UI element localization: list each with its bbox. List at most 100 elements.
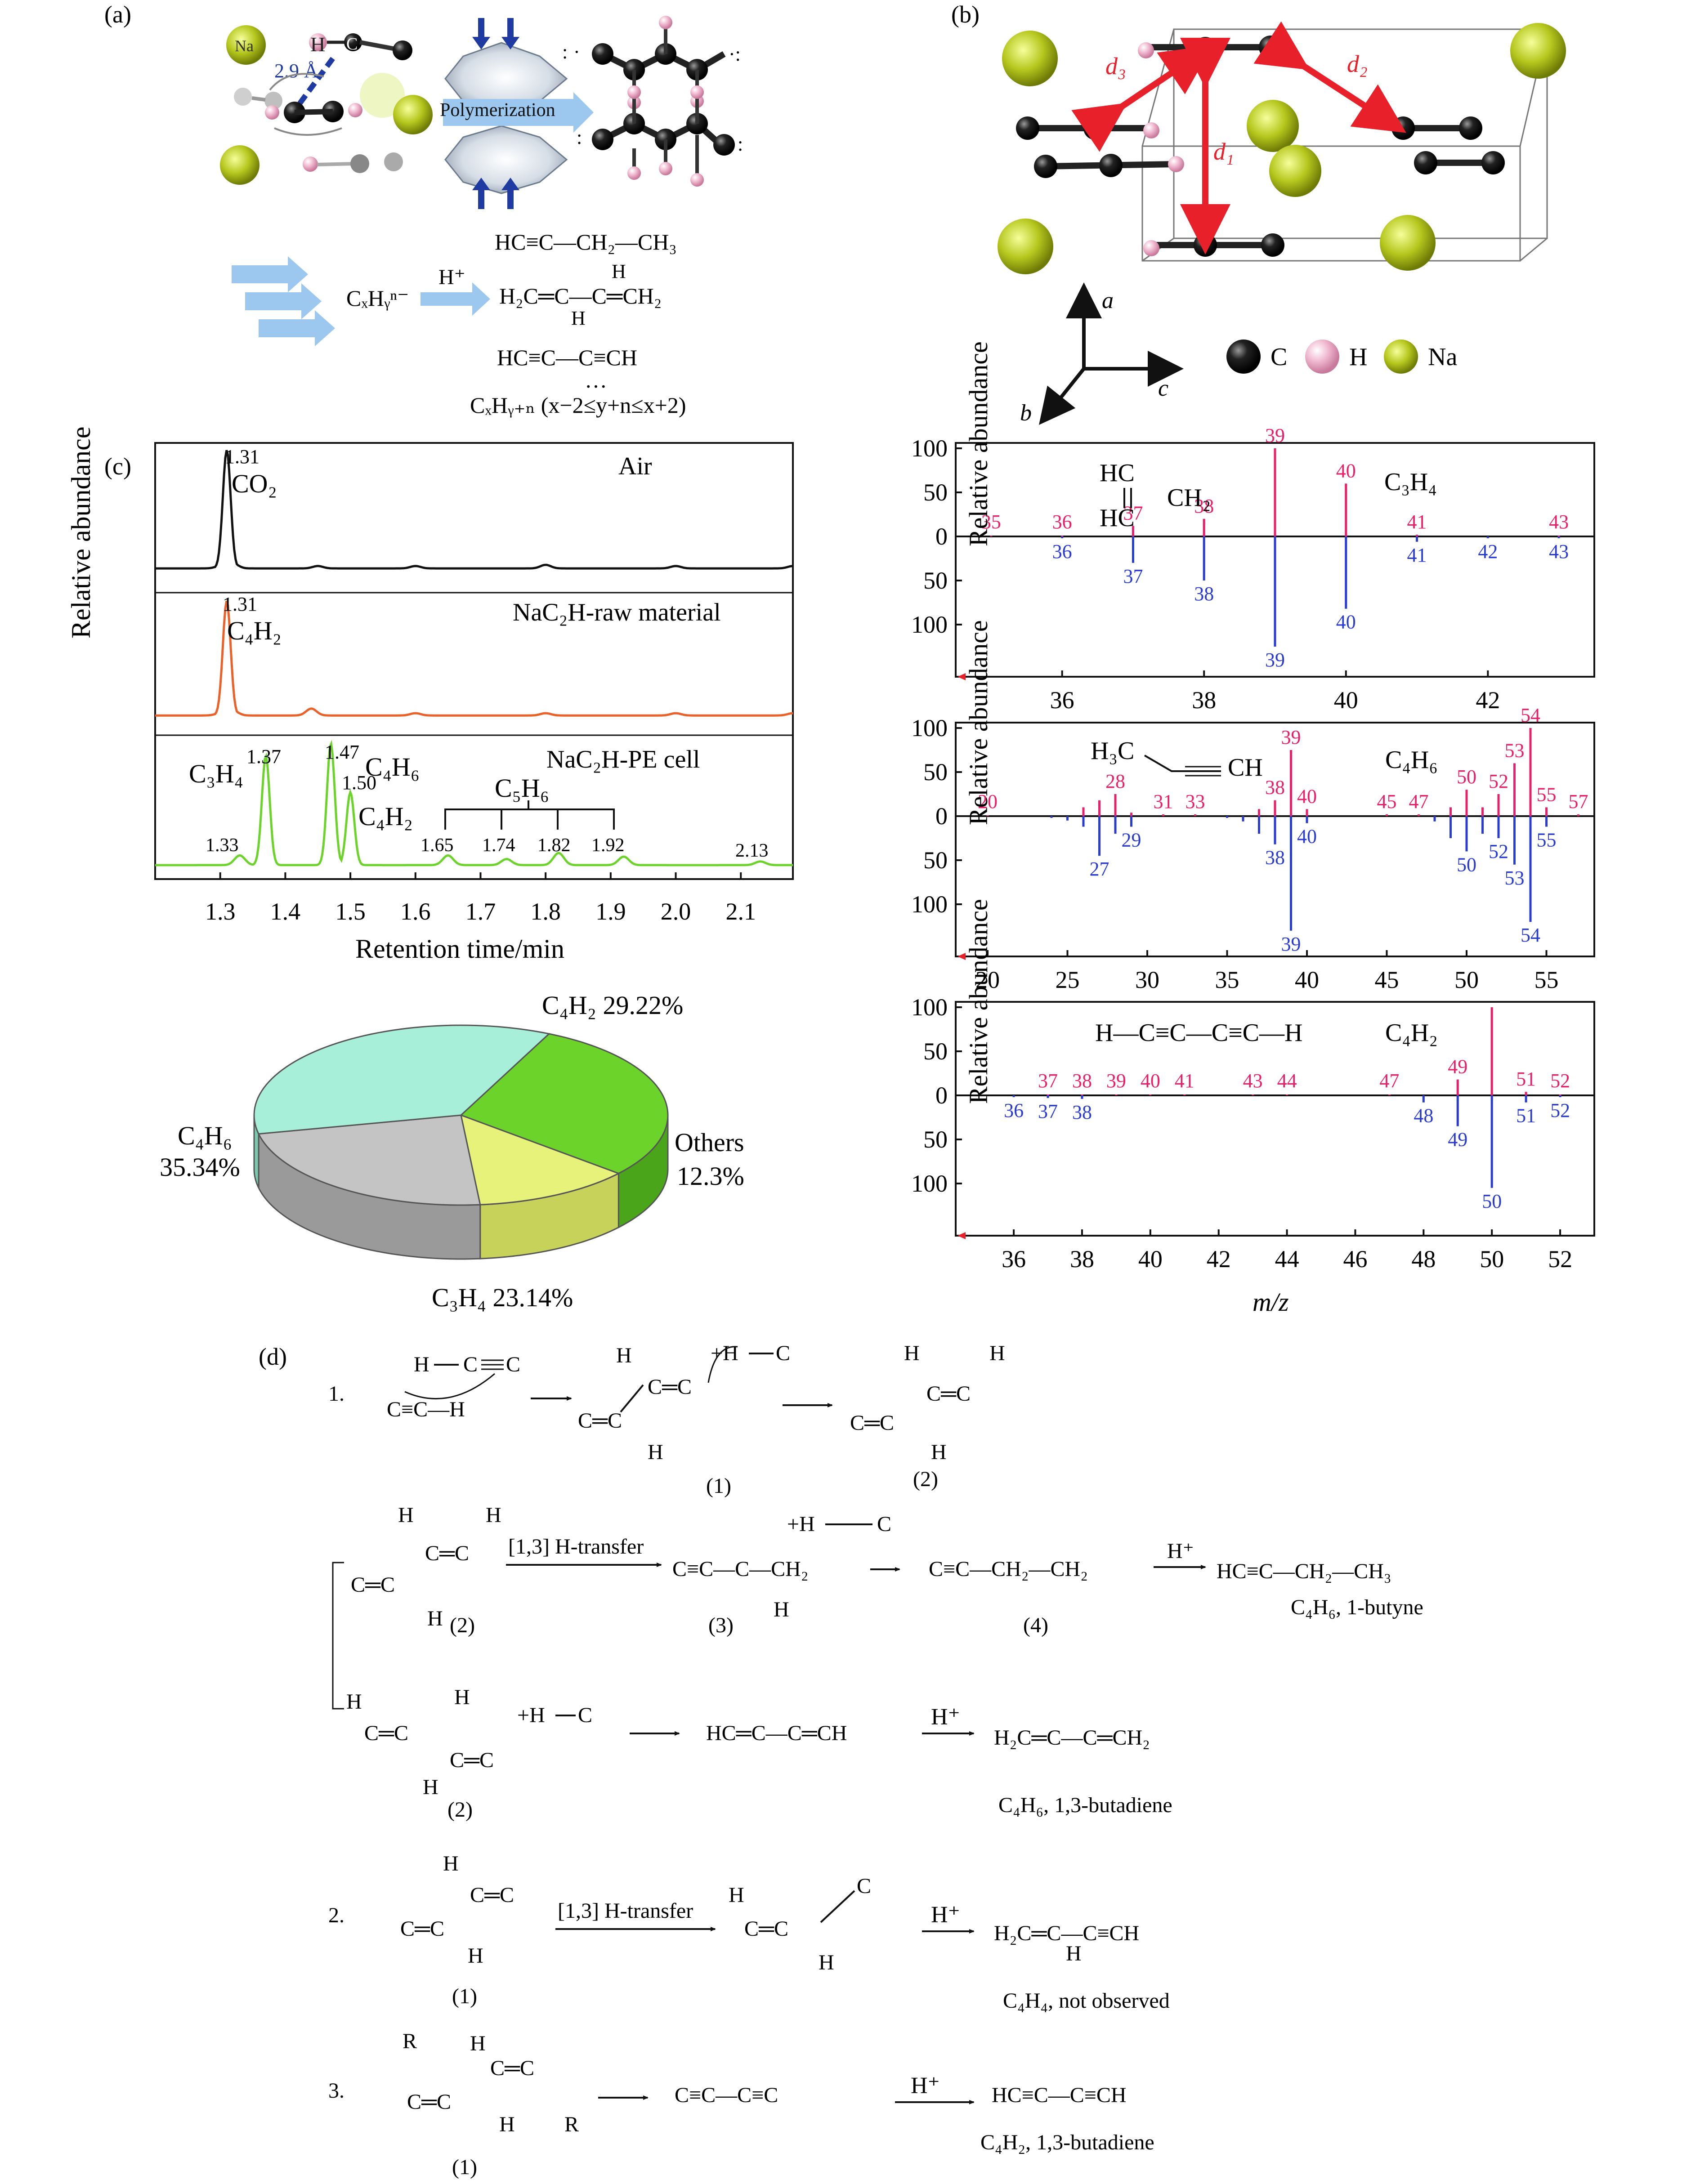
trace-title-air: Air — [618, 452, 652, 480]
proton-label: H⁺ — [931, 1902, 960, 1928]
mech-text: H — [468, 1944, 483, 1968]
mech-text: H — [454, 1685, 470, 1709]
product-butyne: HC≡C—CH₂—CH₃ — [495, 229, 677, 255]
ms-peak-label: 28 — [1105, 770, 1125, 792]
c4h4-product: H₂C═C—C≡CH — [994, 1921, 1139, 1945]
peak-species-label: C₄H₆ — [365, 752, 420, 782]
ms-peak-label: 50 — [1482, 1190, 1502, 1212]
diyne-anion: C≡C—C≡C — [675, 2083, 778, 2107]
legend-c-label: C — [1271, 343, 1287, 371]
mech-text: C═C — [648, 1375, 692, 1399]
peak-time-label: 1.92 — [591, 835, 625, 856]
mech-text: C — [857, 1874, 871, 1898]
ms-title-c4h2: C₄H₂ — [1385, 1019, 1438, 1047]
pie-pct-c4h6: 35.34% — [160, 1152, 240, 1182]
ms-peak-label: 48 — [1414, 1105, 1433, 1127]
ms-ylabel: Relative abundance — [964, 620, 993, 825]
carbanion-formula: CₓHᵧⁿ⁻ — [346, 286, 409, 311]
x-tick-label: 50 — [1454, 966, 1479, 993]
ms-peak-label: 38 — [1072, 1101, 1092, 1123]
pie-slice-others — [460, 1114, 621, 1206]
x-tick-label: 38 — [1192, 687, 1216, 714]
mech-text: C — [578, 1703, 592, 1727]
mech-text: H — [423, 1775, 438, 1799]
c-atom — [344, 33, 362, 51]
ms-frame — [955, 1001, 1595, 1237]
panel-b: (b) — [951, 1, 1566, 426]
compression-hull-bottom — [444, 125, 568, 194]
chromatogram-trace — [155, 450, 793, 570]
svg-text:·:: ·: — [729, 43, 741, 65]
ms-peak-label: 40 — [1141, 1070, 1160, 1092]
polymer-chain-bottom: :: — [577, 85, 743, 187]
pie-slice-c4h6 — [253, 1024, 551, 1135]
ms-xlabel: m/z — [1253, 1287, 1289, 1317]
trace-title-raw: NaC₂H-raw material — [513, 598, 721, 626]
h-label: H — [310, 33, 325, 56]
ms-peak-label: 39 — [1265, 424, 1285, 447]
diene-bottom-h: H — [571, 307, 586, 329]
pie-pct-others: 12.3% — [677, 1161, 744, 1191]
branch-bracket — [332, 1562, 344, 1710]
legend-c-icon — [1226, 339, 1261, 374]
y-tick-label: 0 — [935, 803, 948, 830]
intermediate-label-2: (2) — [447, 1798, 473, 1822]
chromatogram-trace — [155, 740, 793, 866]
peak-time-label: 1.50 — [342, 772, 376, 794]
polymerization-label: Polymerization — [440, 100, 555, 121]
axis-a-label: a — [1102, 288, 1114, 313]
pie-label-c4h6: C₄H₆ — [178, 1121, 232, 1150]
y-tick-label: 50 — [923, 567, 948, 594]
ms-peak-label: 40 — [1297, 785, 1317, 807]
y-tick-label: 100 — [911, 891, 948, 918]
mech-text: H — [398, 1503, 414, 1527]
mech-text: H — [729, 1883, 744, 1907]
proton-label: H⁺ — [438, 265, 465, 289]
butadiene-product: H₂C═C—C═CH₂ — [994, 1726, 1150, 1750]
mech-text: C — [506, 1353, 520, 1376]
peak-time-label: 2.13 — [735, 840, 769, 861]
ms-peak-label: 20 — [978, 791, 998, 813]
mech-text: C═C — [578, 1409, 622, 1433]
y-tick-label: 50 — [923, 479, 948, 506]
ms-peak-label: 52 — [1489, 840, 1508, 862]
mech-text: H — [486, 1503, 501, 1527]
panel-c-mass-spectra: 100 50 0 50 100 36 38 40 42 35 36 37 38 39 40 41 43 36 37 3… — [911, 341, 1595, 1317]
y-tick-label: 50 — [923, 1126, 948, 1153]
chromatogram-traces — [155, 450, 793, 866]
x-tick-label: 40 — [1138, 1246, 1163, 1273]
x-tick-label: 20 — [975, 966, 1000, 993]
panel-label-c: (c) — [104, 453, 131, 480]
ms-peak-label: 43 — [1549, 540, 1569, 563]
mass-spectrum-c4h2: 100 50 0 50 100 36 38 40 42 44 46 48 50 52 37 38 39 40 41 4… — [911, 994, 1595, 1273]
y-tick-label: 50 — [923, 847, 948, 874]
mech-text: H — [616, 1344, 632, 1367]
na-label: Na — [235, 37, 254, 55]
mech-text: C═C — [490, 2056, 534, 2080]
ellipsis: … — [585, 367, 607, 393]
mech-text: C — [776, 1341, 790, 1365]
mech-text: C≡C—H — [387, 1398, 465, 1421]
ms-peak-label: 41 — [1407, 544, 1427, 566]
h-transfer-label: [1,3] H-transfer — [558, 1899, 693, 1923]
ms-ylabel: Relative abundance — [964, 899, 993, 1104]
x-tick-label: 2.0 — [661, 898, 691, 925]
ms-peak-label: 49 — [1448, 1056, 1467, 1078]
peak-species-label: C₄H₂ — [358, 802, 413, 831]
chromatogram-frame — [154, 442, 794, 880]
mech-text: C═C — [351, 1573, 395, 1597]
y-tick-label: 50 — [923, 759, 948, 786]
polymerization-arrow — [443, 99, 573, 126]
axis-marker — [957, 1232, 966, 1239]
panel-c-pie: C₄H₂ 29.22% Others 12.3% C₃H₄ 23.14% C₄H… — [160, 991, 744, 1312]
na-atoms — [998, 23, 1566, 274]
c5h6-bracket — [444, 800, 615, 830]
x-tick-label: 52 — [1548, 1246, 1572, 1273]
pie-label-others: Others — [675, 1128, 744, 1157]
mech-text: H — [989, 1341, 1005, 1365]
x-tick-label: 35 — [1215, 966, 1239, 993]
pie-label-c4h2: C₄H₂ 29.22% — [542, 991, 683, 1020]
x-tick-label: 45 — [1375, 966, 1399, 993]
mech-text: H — [470, 2032, 486, 2055]
x-tick-label: 40 — [1295, 966, 1319, 993]
